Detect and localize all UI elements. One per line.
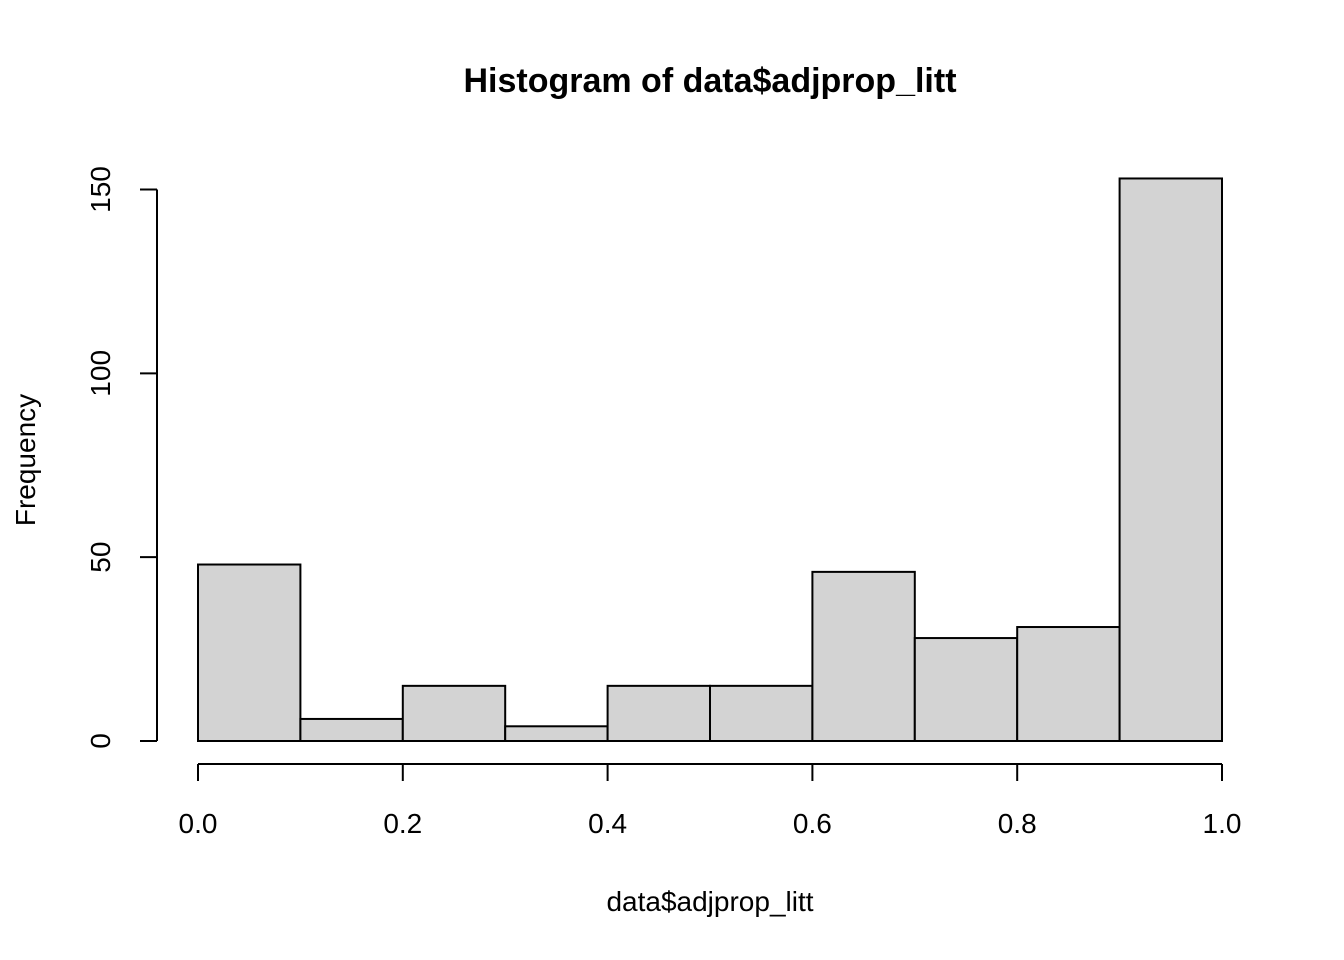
y-axis-label: Frequency	[10, 394, 41, 526]
x-tick-label: 0.8	[998, 808, 1037, 839]
x-tick-label: 0.6	[793, 808, 832, 839]
histogram-bar	[913, 637, 1019, 743]
y-tick-label: 100	[85, 350, 116, 397]
histogram-bar	[299, 717, 404, 743]
histogram-bar	[606, 684, 711, 742]
y-axis: 0 50 100 150	[85, 166, 158, 749]
x-axis: 0.0 0.2 0.4 0.6 0.8 1.0	[179, 763, 1242, 839]
x-tick-label: 1.0	[1203, 808, 1242, 839]
x-tick-label: 0.4	[588, 808, 627, 839]
x-tick-label: 0.2	[383, 808, 422, 839]
histogram-bar	[811, 570, 916, 743]
chart-title: Histogram of data$adjprop_litt	[463, 62, 956, 100]
y-tick-label: 50	[85, 542, 116, 573]
histogram-bar	[504, 725, 609, 743]
histogram-bar	[1016, 626, 1121, 742]
bars-group	[197, 177, 1223, 743]
x-axis-label: data$adjprop_litt	[606, 886, 813, 917]
histogram-bar	[197, 563, 302, 743]
histogram-bar	[1118, 177, 1223, 743]
histogram-bar	[709, 684, 814, 742]
x-tick-label: 0.0	[179, 808, 218, 839]
histogram-bar	[401, 684, 507, 742]
y-tick-label: 0	[85, 733, 116, 749]
y-tick-label: 150	[85, 166, 116, 213]
